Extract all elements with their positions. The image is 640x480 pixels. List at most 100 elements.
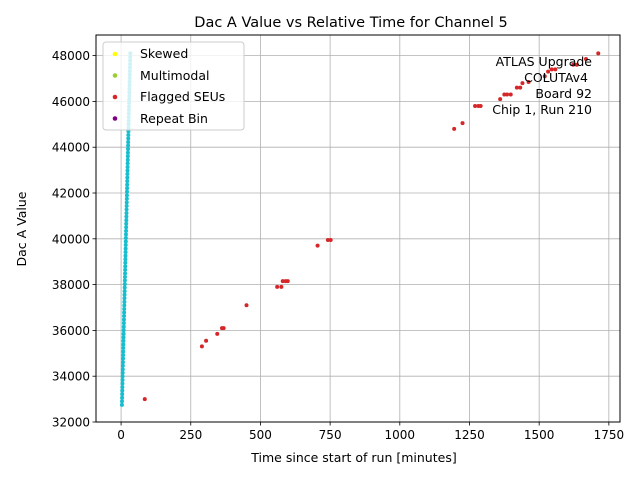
normal-data-point bbox=[121, 328, 126, 333]
normal-data-point bbox=[123, 235, 128, 240]
flagged-seu-point bbox=[142, 397, 147, 402]
flagged-seu-point bbox=[204, 338, 209, 343]
legend-label-multimodal: Multimodal bbox=[140, 68, 209, 83]
x-tick-label: 1250 bbox=[454, 428, 485, 442]
legend-label-skewed: Skewed bbox=[140, 46, 188, 61]
legend-marker-multimodal bbox=[112, 73, 118, 78]
normal-data-point bbox=[121, 356, 126, 361]
normal-data-point bbox=[123, 250, 128, 255]
normal-data-point bbox=[123, 260, 128, 265]
flagged-seu-point bbox=[549, 67, 554, 72]
flagged-seu-point bbox=[520, 81, 525, 86]
normal-data-point bbox=[122, 303, 127, 308]
normal-data-point bbox=[122, 310, 127, 315]
normal-data-point bbox=[124, 196, 129, 201]
flagged-seu-point bbox=[542, 74, 547, 79]
y-tick-label: 36000 bbox=[52, 324, 90, 338]
flagged-seu-point bbox=[546, 69, 551, 74]
legend-label-repeat-bin: Repeat Bin bbox=[140, 111, 208, 126]
normal-data-point bbox=[123, 239, 128, 244]
normal-data-point bbox=[124, 228, 129, 233]
y-axis-label: Dac A Value bbox=[14, 191, 29, 266]
flagged-seu-point bbox=[526, 79, 531, 84]
y-tick-label: 46000 bbox=[52, 95, 90, 109]
normal-data-point bbox=[125, 182, 130, 187]
flagged-seu-point bbox=[221, 326, 226, 331]
x-tick-label: 250 bbox=[179, 428, 202, 442]
y-tick-label: 34000 bbox=[52, 370, 90, 384]
flagged-seu-point bbox=[596, 51, 601, 56]
normal-data-point bbox=[123, 246, 128, 251]
x-tick-label: 1000 bbox=[385, 428, 416, 442]
x-axis-label: Time since start of run [minutes] bbox=[250, 450, 456, 465]
normal-data-point bbox=[124, 203, 129, 208]
normal-data-point bbox=[120, 399, 125, 404]
normal-data-point bbox=[120, 395, 125, 400]
normal-data-point bbox=[121, 317, 126, 322]
normal-data-point bbox=[120, 363, 125, 368]
y-tick-label: 48000 bbox=[52, 49, 90, 63]
normal-data-point bbox=[122, 306, 127, 311]
flagged-seu-point bbox=[199, 344, 204, 349]
x-tick-label: 500 bbox=[249, 428, 272, 442]
normal-data-point bbox=[121, 342, 126, 347]
x-tick-label: 1500 bbox=[524, 428, 555, 442]
normal-data-point bbox=[124, 221, 129, 226]
flagged-seu-point bbox=[325, 237, 330, 242]
normal-data-point bbox=[124, 193, 129, 198]
normal-data-point bbox=[120, 374, 125, 379]
normal-data-point bbox=[120, 367, 125, 372]
annotation-line-2: COLUTAv4 bbox=[524, 70, 588, 85]
normal-data-point bbox=[122, 275, 127, 280]
normal-data-point bbox=[121, 353, 126, 358]
normal-data-point bbox=[124, 207, 129, 212]
normal-data-point bbox=[125, 172, 130, 177]
legend-marker-repeat-bin bbox=[112, 116, 118, 121]
y-tick-label: 40000 bbox=[52, 232, 90, 246]
normal-data-point bbox=[124, 218, 129, 223]
legend-marker-skewed bbox=[112, 51, 118, 57]
normal-data-point bbox=[120, 381, 125, 386]
normal-data-point bbox=[121, 321, 126, 326]
normal-data-point bbox=[125, 186, 130, 191]
flagged-seu-point bbox=[460, 121, 465, 126]
normal-data-point bbox=[120, 385, 125, 390]
flagged-seu-point bbox=[285, 279, 290, 284]
x-tick-label: 1750 bbox=[594, 428, 625, 442]
chart-title: Dac A Value vs Relative Time for Channel… bbox=[194, 15, 507, 31]
normal-data-point bbox=[122, 292, 127, 297]
normal-data-point bbox=[122, 299, 127, 304]
normal-data-point bbox=[123, 264, 128, 269]
plot-frame bbox=[95, 34, 621, 423]
flagged-seu-point bbox=[498, 97, 503, 102]
normal-data-point bbox=[125, 150, 130, 155]
annotation-line-1: ATLAS Upgrade bbox=[496, 54, 593, 69]
annotation-line-4: Chip 1, Run 210 bbox=[492, 102, 592, 117]
flagged-seu-point bbox=[244, 303, 249, 308]
flagged-seu-point bbox=[553, 67, 558, 72]
legend-marker-flagged-seus bbox=[112, 94, 118, 100]
normal-data-point bbox=[123, 232, 128, 237]
normal-data-point bbox=[122, 314, 127, 319]
normal-data-point bbox=[121, 331, 126, 336]
flagged-seu-point bbox=[514, 85, 519, 90]
normal-data-point bbox=[126, 132, 131, 137]
normal-data-point bbox=[122, 296, 127, 301]
normal-data-point bbox=[123, 243, 128, 248]
normal-data-point bbox=[121, 338, 126, 343]
flagged-seu-point bbox=[473, 103, 478, 108]
flagged-seu-point bbox=[275, 284, 280, 289]
normal-data-point bbox=[125, 164, 130, 169]
legend-label-flagged-seus: Flagged SEUs bbox=[140, 89, 225, 104]
flagged-seu-point bbox=[279, 284, 284, 289]
normal-data-point bbox=[125, 168, 130, 173]
normal-data-point bbox=[124, 211, 129, 216]
flagged-seu-point bbox=[518, 85, 523, 90]
normal-data-point bbox=[122, 285, 127, 290]
flagged-seu-point bbox=[328, 237, 333, 242]
normal-data-point bbox=[125, 175, 130, 180]
normal-data-point bbox=[126, 140, 131, 145]
normal-data-point bbox=[122, 289, 127, 294]
normal-data-point bbox=[122, 278, 127, 283]
